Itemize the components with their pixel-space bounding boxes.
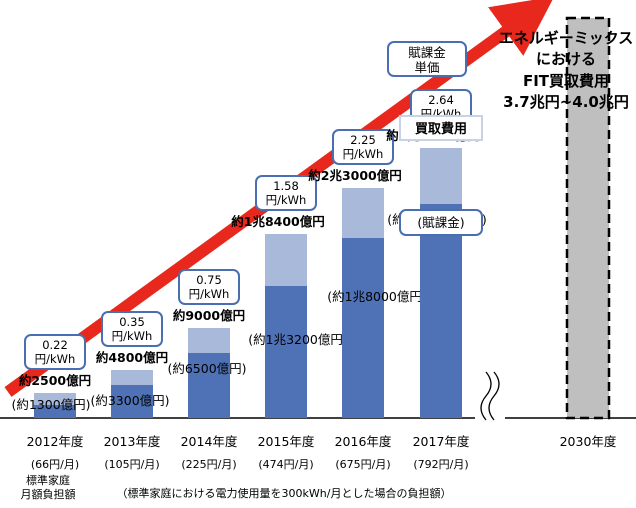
year-label-3: 2015年度 xyxy=(258,434,315,449)
burden-label-5: (792円/月) xyxy=(413,458,468,471)
total-label-2: 約9000億円 xyxy=(173,308,245,323)
year-label-4: 2016年度 xyxy=(335,434,392,449)
total-label-1: 約4800億円 xyxy=(96,350,168,365)
unit-price-box-1 xyxy=(101,311,163,347)
levy-label-0: (約1300億円) xyxy=(11,397,90,412)
unit-price-box-0 xyxy=(24,334,86,370)
unit-price-unit-2: 円/kWh xyxy=(189,287,230,301)
levy-bar-5 xyxy=(420,204,462,418)
levy-bar-4 xyxy=(342,238,384,418)
unit-price-value-5: 2.64 xyxy=(428,93,454,107)
total-label-0: 約2500億円 xyxy=(19,373,91,388)
levy-bar-1 xyxy=(111,385,153,418)
target-title-line-3: FIT買取費用 xyxy=(523,72,609,90)
unit-price-unit-3: 円/kWh xyxy=(266,193,307,207)
year-label-2030: 2030年度 xyxy=(560,434,617,449)
burden-label-2: (225円/月) xyxy=(181,458,236,471)
unit-price-unit-1: 円/kWh xyxy=(112,329,153,343)
target-title-line-4: 3.7兆円~4.0兆円 xyxy=(503,93,629,111)
burden-label-1: (105円/月) xyxy=(104,458,159,471)
legend-purchase-box xyxy=(399,115,483,141)
unit-price-box-3 xyxy=(255,175,317,211)
legend-price-title-line-2: 単価 xyxy=(414,60,439,75)
burden-label-4: (675円/月) xyxy=(335,458,390,471)
legend-price-title-line-1: 賦課金 xyxy=(408,45,446,60)
levy-bar-3 xyxy=(265,286,307,418)
target-2030-bar xyxy=(565,16,611,420)
footnote: （標準家庭における電力使用量を300kWh/月とした場合の負担額） xyxy=(117,486,452,500)
legend-price-box xyxy=(387,41,467,77)
year-labels: 2012年度 (66円/月) 2013年度 (105円/月) 2014年度 (225円/月… xyxy=(27,434,470,471)
burden-caption-line-2: 月額負担額 xyxy=(21,487,76,501)
levy-bar-2 xyxy=(188,353,230,418)
total-label-4: 約2兆3000億円 xyxy=(308,168,402,183)
levy-bar-0 xyxy=(34,405,76,418)
year-label-1: 2013年度 xyxy=(104,434,161,449)
levy-label-1: (約3300億円) xyxy=(90,393,169,408)
levy-label-2: (約6500億円) xyxy=(167,361,246,376)
axis-break-icon xyxy=(488,371,500,421)
unit-price-unit-0: 円/kWh xyxy=(35,352,76,366)
unit-price-value-3: 1.58 xyxy=(273,179,299,193)
year-label-2: 2014年度 xyxy=(181,434,238,449)
unit-price-box-2 xyxy=(178,269,240,305)
burden-caption-line-1: 標準家庭 xyxy=(26,473,70,487)
unit-price-value-4: 2.25 xyxy=(350,133,376,147)
unit-price-value-1: 0.35 xyxy=(119,315,145,329)
burden-label-0: (66円/月) xyxy=(31,458,79,471)
unit-price-value-2: 0.75 xyxy=(196,273,222,287)
legend-levy-box xyxy=(399,209,483,236)
unit-price-unit-4: 円/kWh xyxy=(343,147,384,161)
total-label-3: 約1兆8400億円 xyxy=(231,214,325,229)
target-title-line-1: エネルギーミックス xyxy=(499,29,634,47)
year-label-0: 2012年度 xyxy=(27,434,84,449)
legend-purchase-label: 買取費用 xyxy=(415,121,467,137)
year-label-5: 2017年度 xyxy=(413,434,470,449)
legend-levy-label: (賦課金) xyxy=(417,215,464,230)
target-title-line-2: における xyxy=(536,50,596,68)
axis-break-icon xyxy=(480,371,492,421)
levy-label-4: (約1兆8000億円) xyxy=(327,289,427,304)
burden-label-3: (474円/月) xyxy=(258,458,313,471)
unit-price-box-4 xyxy=(332,129,394,165)
unit-price-value-0: 0.22 xyxy=(42,338,68,352)
levy-label-3: (約1兆3200億円) xyxy=(248,332,348,347)
